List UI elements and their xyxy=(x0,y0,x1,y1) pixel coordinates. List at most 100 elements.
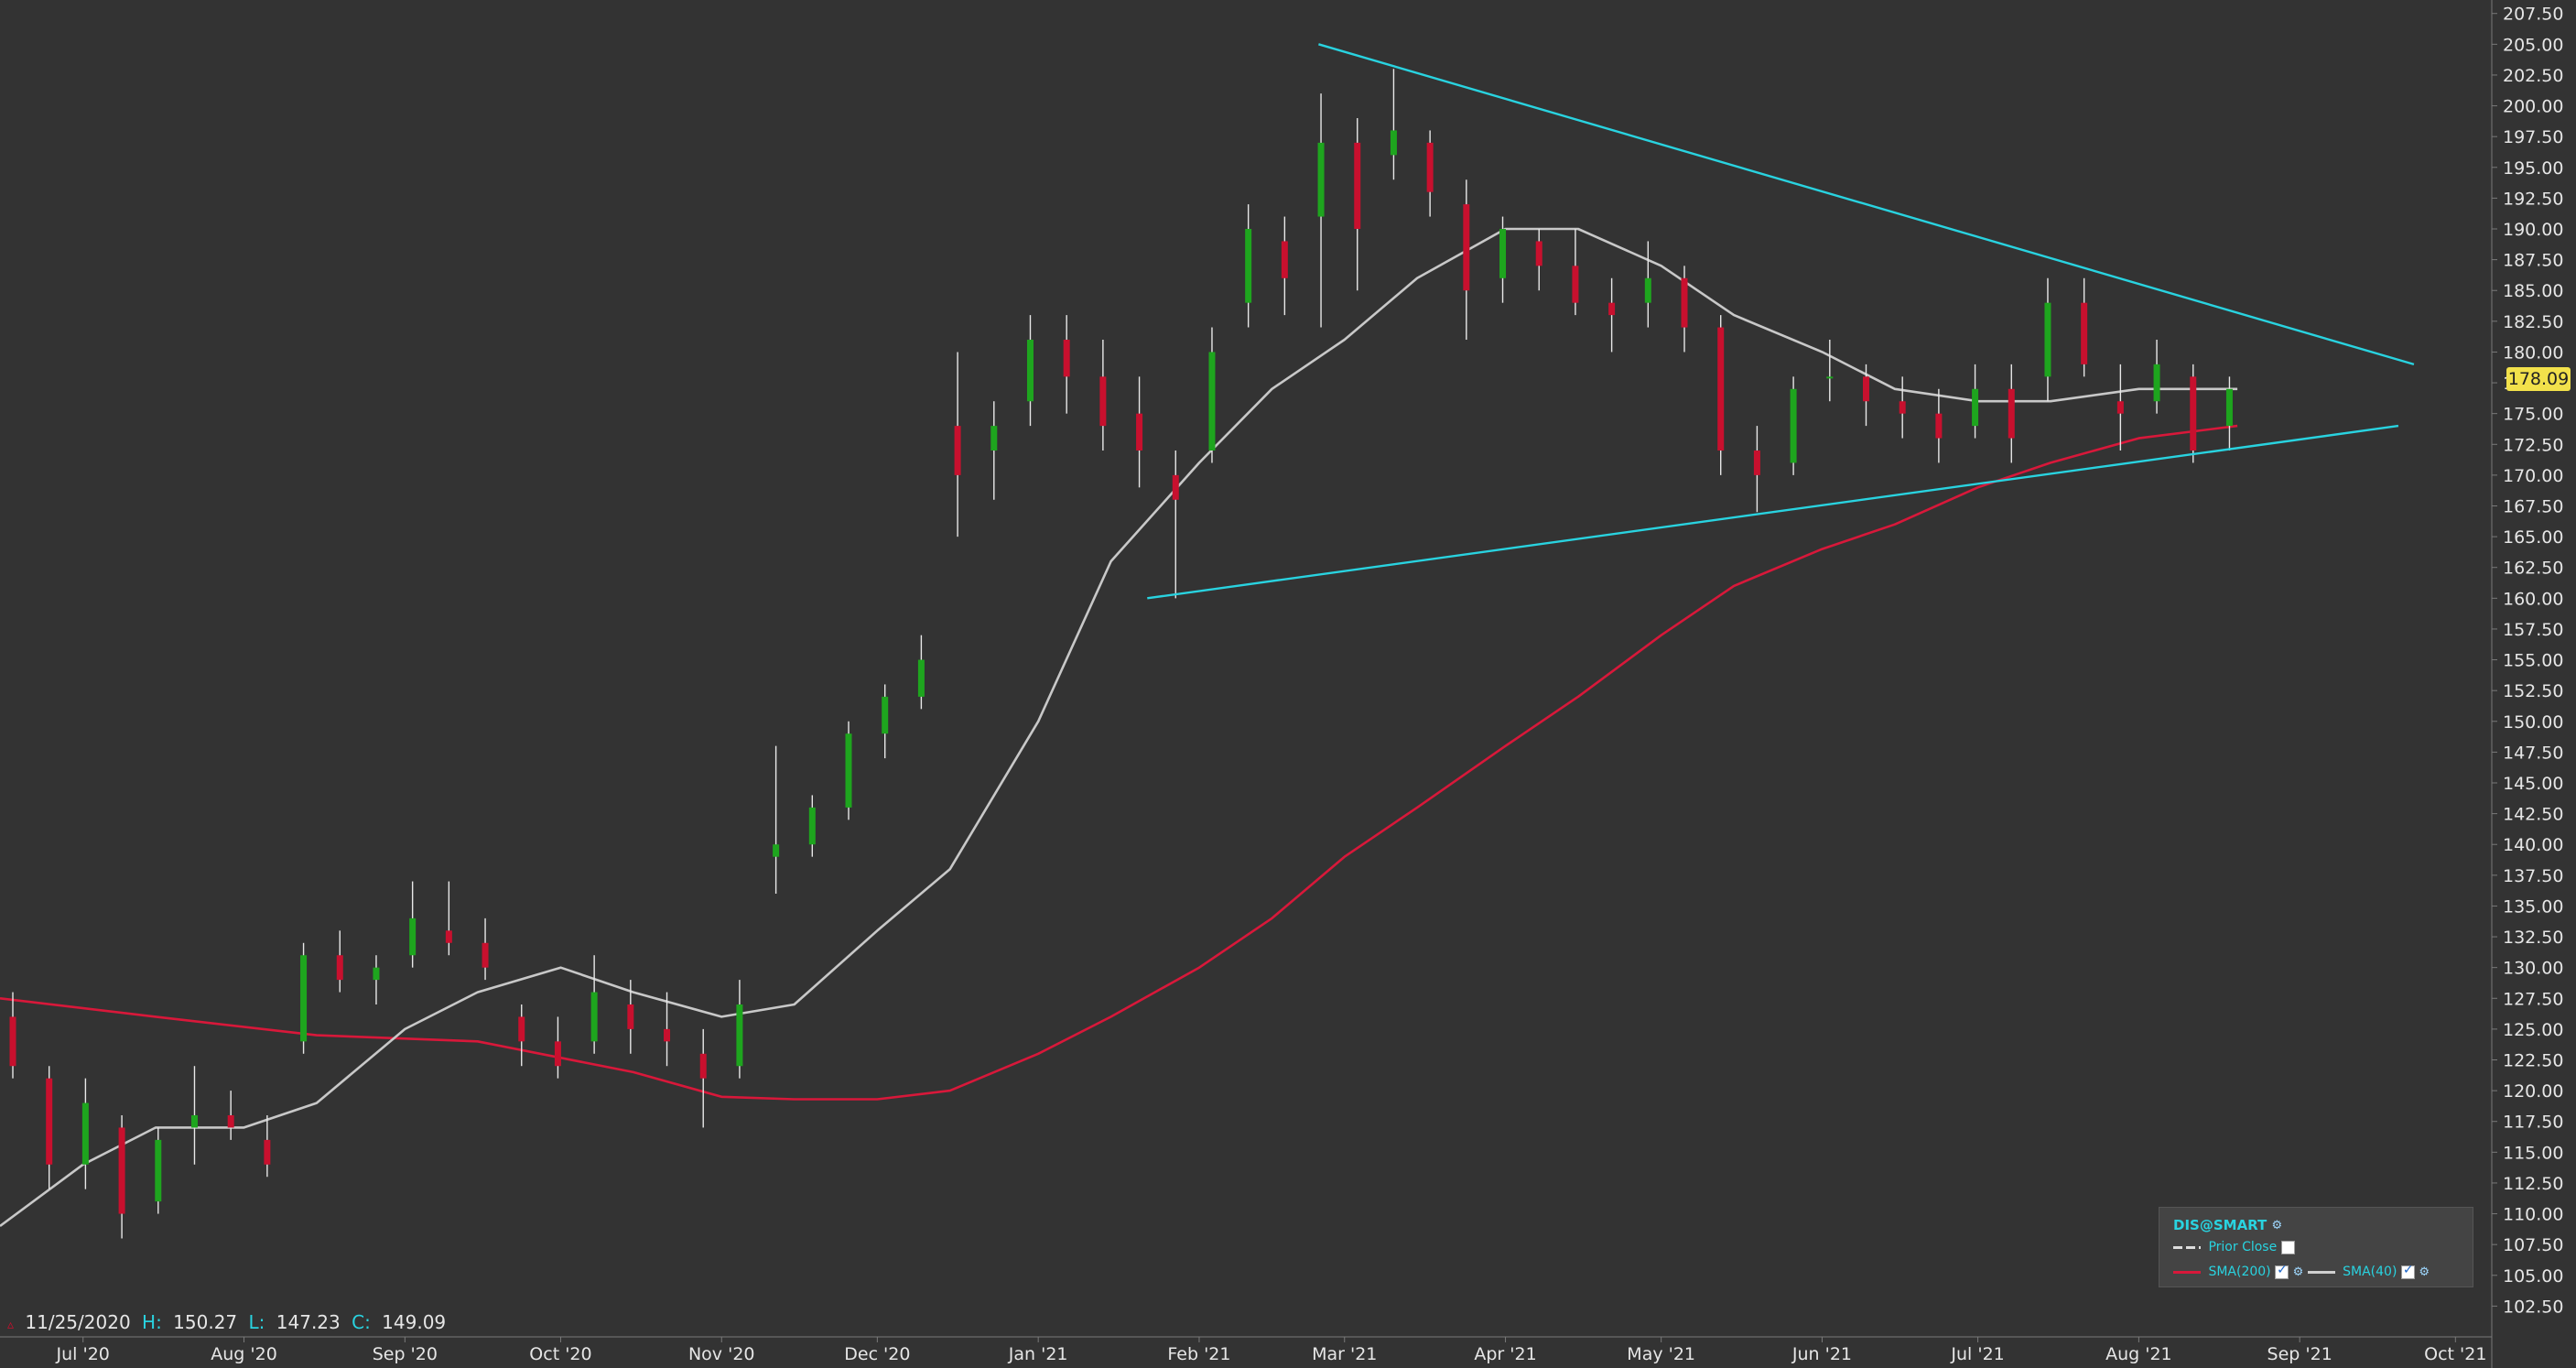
candle[interactable] xyxy=(46,1066,53,1189)
candle[interactable] xyxy=(699,1028,707,1128)
candle[interactable] xyxy=(1899,376,1906,439)
candle[interactable] xyxy=(773,745,780,894)
candle[interactable] xyxy=(190,1066,198,1165)
candle[interactable] xyxy=(409,881,417,968)
candle-body-down xyxy=(1463,204,1470,291)
legend-symbol-label: DIS@SMART xyxy=(2173,1217,2268,1233)
candle[interactable] xyxy=(1972,364,1979,439)
candle-body-down xyxy=(954,426,961,475)
candle[interactable] xyxy=(917,635,925,710)
candle[interactable] xyxy=(1463,179,1470,340)
candle[interactable] xyxy=(2008,364,2015,463)
candle[interactable] xyxy=(664,992,671,1067)
candle[interactable] xyxy=(882,684,889,759)
candle[interactable] xyxy=(264,1115,271,1178)
candle[interactable] xyxy=(1862,364,1869,427)
candle[interactable] xyxy=(1499,216,1507,303)
candle[interactable] xyxy=(1172,451,1179,599)
candle[interactable] xyxy=(9,992,16,1079)
candle[interactable] xyxy=(554,1016,561,1079)
candle-body-up xyxy=(2044,302,2051,377)
candle[interactable] xyxy=(1935,388,1943,463)
candle[interactable] xyxy=(590,955,598,1054)
candle-body-up xyxy=(1826,376,1834,379)
candle[interactable] xyxy=(1317,93,1325,328)
candle[interactable] xyxy=(2225,376,2233,451)
x-tick-label: Aug '21 xyxy=(2105,1344,2172,1364)
candle[interactable] xyxy=(1426,130,1434,217)
candle-body-down xyxy=(1281,241,1288,278)
candle[interactable] xyxy=(1063,315,1070,414)
candle[interactable] xyxy=(1354,118,1361,291)
candle-body-up xyxy=(409,917,417,956)
y-tick-label: 142.50 xyxy=(2503,805,2563,825)
x-tick-label: Nov '20 xyxy=(688,1344,755,1364)
candle[interactable] xyxy=(1717,315,1725,475)
candle[interactable] xyxy=(1099,340,1107,451)
candle[interactable] xyxy=(227,1091,234,1140)
y-tick-label: 145.00 xyxy=(2503,774,2563,794)
prior-close-checkbox[interactable] xyxy=(2280,1240,2295,1254)
y-tick-label: 117.50 xyxy=(2503,1113,2563,1133)
candle[interactable] xyxy=(1245,204,1252,328)
legend-panel: DIS@SMART ⚙ Prior Close SMA(200) ⚙ SMA(4… xyxy=(2159,1207,2473,1287)
x-tick-label: Oct '21 xyxy=(2424,1344,2486,1364)
sma200-settings-icon[interactable]: ⚙ xyxy=(2292,1265,2304,1279)
candle[interactable] xyxy=(2081,277,2088,377)
y-tick-label: 150.00 xyxy=(2503,712,2563,733)
candle[interactable] xyxy=(482,917,489,981)
candle[interactable] xyxy=(300,942,308,1054)
candle-body-up xyxy=(1317,142,1325,217)
candle[interactable] xyxy=(1281,216,1288,316)
candle[interactable] xyxy=(518,1004,525,1067)
y-tick-label: 197.50 xyxy=(2503,127,2563,147)
candle[interactable] xyxy=(81,1078,89,1189)
candle[interactable] xyxy=(118,1115,125,1239)
candle-body-up xyxy=(736,1004,743,1067)
candle[interactable] xyxy=(1208,327,1216,463)
sma40-checkbox[interactable] xyxy=(2400,1263,2415,1279)
candle[interactable] xyxy=(990,401,998,500)
candle-body-down xyxy=(445,930,452,943)
candle[interactable] xyxy=(2044,277,2051,402)
candle[interactable] xyxy=(2190,364,2197,463)
candle-body-down xyxy=(518,1016,525,1042)
candle[interactable] xyxy=(954,352,961,537)
candle[interactable] xyxy=(336,930,343,993)
candle[interactable] xyxy=(373,955,380,1004)
sma200-checkbox[interactable] xyxy=(2275,1263,2289,1279)
candle-body-down xyxy=(2190,376,2197,451)
candle[interactable] xyxy=(627,980,634,1054)
candle[interactable] xyxy=(2153,340,2160,414)
candle[interactable] xyxy=(155,1127,162,1214)
candle[interactable] xyxy=(1572,229,1579,316)
candle[interactable] xyxy=(736,980,743,1079)
candle[interactable] xyxy=(1681,266,1688,353)
candle[interactable] xyxy=(808,795,816,857)
candle[interactable] xyxy=(2116,364,2124,451)
candle[interactable] xyxy=(1535,229,1542,291)
candle[interactable] xyxy=(1608,277,1616,353)
candle[interactable] xyxy=(1026,315,1034,427)
candle-body-up xyxy=(1208,352,1216,451)
y-tick-label: 190.00 xyxy=(2503,220,2563,240)
x-tick-label: Feb '21 xyxy=(1167,1344,1230,1364)
candle[interactable] xyxy=(1390,69,1397,180)
y-tick-label: 175.00 xyxy=(2503,405,2563,425)
candle[interactable] xyxy=(1790,376,1797,475)
candle[interactable] xyxy=(845,721,852,820)
settings-icon[interactable]: ⚙ xyxy=(2271,1219,2283,1232)
candle[interactable] xyxy=(1753,426,1760,513)
candle[interactable] xyxy=(445,881,452,956)
ohlc-info-bar: ▵ 11/25/2020 H: 150.27 L: 147.23 C: 149.… xyxy=(7,1311,451,1333)
candle-body-down xyxy=(118,1127,125,1214)
candle[interactable] xyxy=(1826,340,1834,402)
sma40-settings-icon[interactable]: ⚙ xyxy=(2419,1265,2430,1279)
candle[interactable] xyxy=(1136,376,1143,488)
candle-body-down xyxy=(664,1028,671,1042)
candle[interactable] xyxy=(1644,241,1651,328)
candle-body-down xyxy=(1753,451,1760,475)
candle-body-down xyxy=(1935,413,1943,439)
